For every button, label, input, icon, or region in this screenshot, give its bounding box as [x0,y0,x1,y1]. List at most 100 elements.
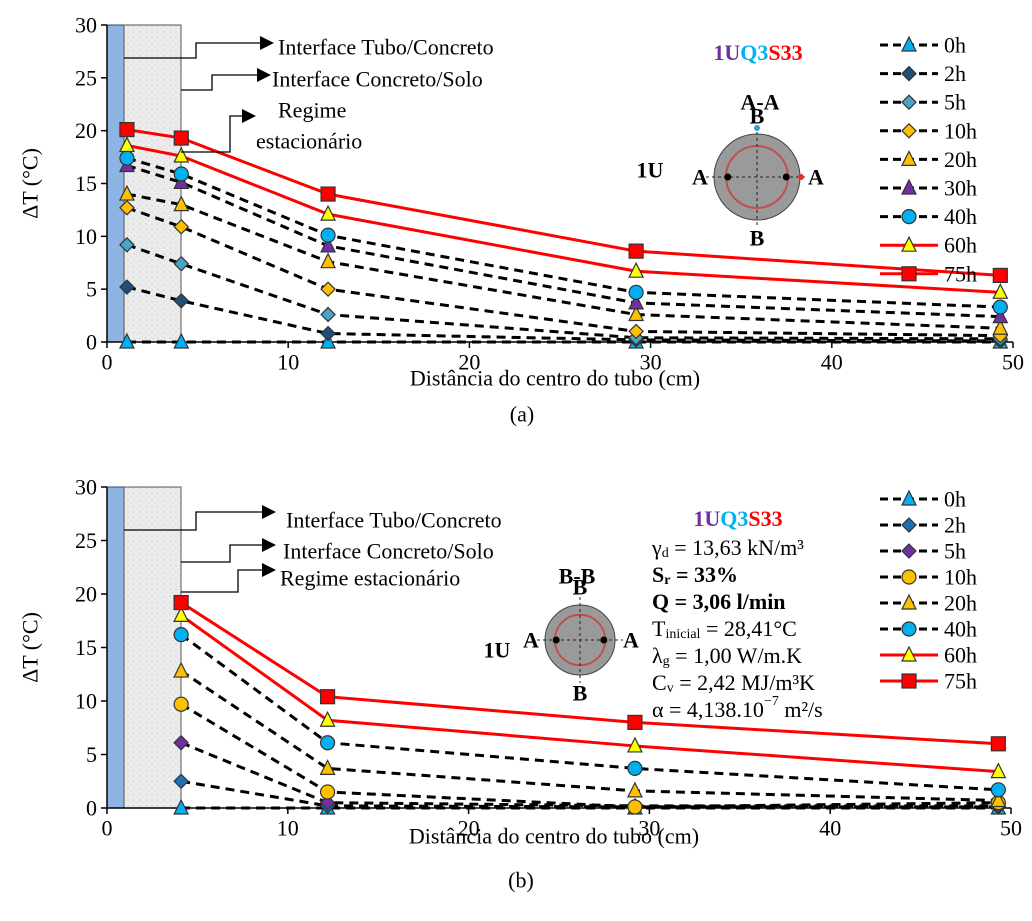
parameter-sub: inicial [665,627,700,642]
x-tick-label: 30 [638,816,660,841]
marker [319,784,336,800]
marker [992,267,1008,284]
section-mark: A [523,628,539,653]
parameter: α = 4,138.10−7 m²/s [652,694,823,722]
annotation: Interface Concreto/Solo [272,67,483,92]
legend-label: 30h [944,176,977,201]
legend-label: 40h [944,204,977,229]
legend-marker [901,178,917,195]
legend-label: 40h [944,617,977,642]
y-axis-label: ΔT (°C) [18,148,43,219]
parameter-part: Q = 3,06 l/min [652,589,786,614]
marker [320,281,336,298]
marker [118,184,135,201]
marker [990,782,1006,798]
marker [319,735,336,751]
parameter-part: λ [652,643,663,668]
marker [173,734,189,751]
arrow [181,115,242,153]
case-code-part: 1U [713,40,740,65]
marker [628,284,644,300]
caption: (a) [510,402,534,427]
marker [628,243,644,259]
concrete-region [123,486,182,809]
legend-label: 2h [944,513,966,538]
section-title: A-A [740,90,779,115]
parameter-sub: g [663,654,670,669]
arrow [181,74,257,91]
section-mark: B [573,681,588,706]
marker [320,325,336,342]
series-line [126,285,1001,343]
marker [627,760,643,777]
series-line [180,614,999,774]
x-axis-label: Distância do centro do tubo (cm) [410,366,700,391]
marker [173,255,190,272]
pipe-region [106,24,125,343]
series-line [180,633,999,792]
marker [628,305,645,322]
marker [320,252,337,269]
legend-marker [901,235,917,252]
x-tick-label: 0 [102,350,113,375]
marker [173,332,190,349]
marker [173,130,189,146]
legend-marker [901,150,917,166]
marker [173,292,190,309]
arrow [181,569,262,593]
sensor [782,173,790,181]
parameter-part: α = 4,138.10 [652,697,764,722]
series-line [180,601,999,746]
marker [119,122,135,138]
legend-label: 20h [944,147,977,172]
section-title: B-B [559,564,596,589]
marker [119,279,135,295]
parameter-part: = 33% [670,562,738,587]
parameter-sub: v [667,681,674,696]
marker [173,218,190,235]
series-line [126,206,1001,338]
legend-label: 75h [944,261,977,286]
section-mark: B [750,104,765,129]
legend-label: 0h [944,487,966,512]
marker [173,594,189,611]
parameter: Sr = 33% [652,562,738,588]
marker [119,236,135,253]
marker [319,689,336,705]
parameter-part: = 28,41°C [700,616,796,641]
legend-label: 60h [944,233,977,258]
parameter-sub: d [662,546,669,561]
marker [173,606,190,623]
legend-marker [901,517,917,533]
legend-marker [901,673,917,689]
x-tick-label: 40 [819,816,841,841]
parameter: Cv = 2,42 MJ/m³K [652,670,815,696]
section-mark: A [623,628,639,653]
x-tick-label: 20 [458,350,480,375]
case-code-part: S33 [748,506,782,531]
section-mark: B [573,575,588,600]
marker [627,799,643,815]
section-mark: A [692,165,708,190]
arrow-head [262,563,276,577]
marker [118,136,135,153]
series-line [126,164,1001,319]
marker [992,282,1009,299]
marker [119,199,135,216]
y-tick-label: 30 [75,13,97,38]
marker [626,781,643,798]
legend-label: 5h [944,539,966,564]
arrow-head [262,538,276,552]
parameter: λg = 1,00 W/m.K [652,643,802,669]
parameter-part: = 2,42 MJ/m³K [674,670,815,695]
section-mark: B [750,226,765,251]
section-mark: A [808,165,824,190]
legend-marker [901,621,917,637]
arrow-head [257,68,271,82]
marker [119,150,135,166]
x-tick-label: 50 [1002,350,1024,375]
parameter: Q = 3,06 l/min [652,589,786,614]
concrete-region [123,24,182,343]
parameter: γd = 13,63 kN/m³ [651,535,804,561]
